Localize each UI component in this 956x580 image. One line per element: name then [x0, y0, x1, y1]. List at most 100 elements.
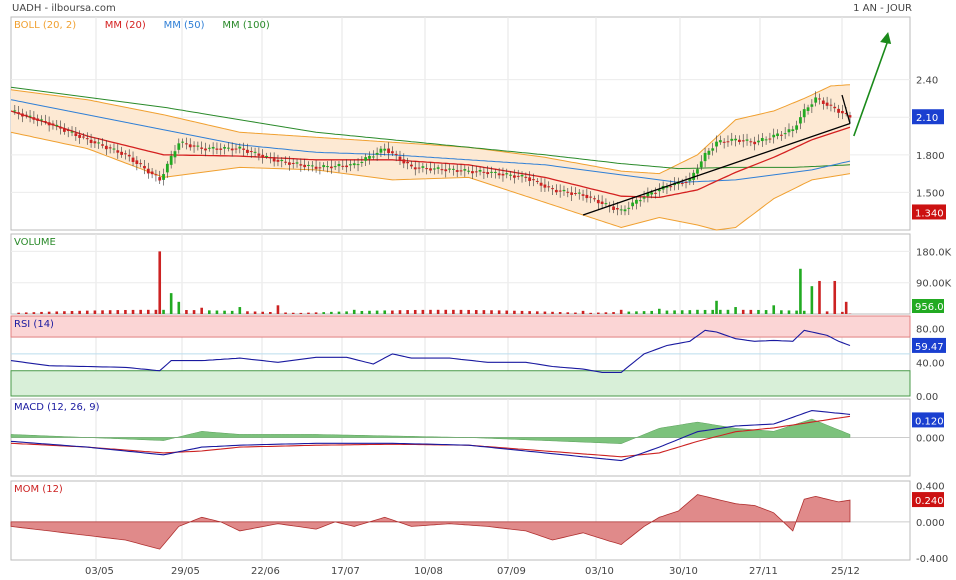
candle	[40, 119, 43, 121]
candle	[200, 147, 204, 149]
volume-bars	[17, 251, 852, 314]
candle	[284, 161, 287, 163]
volume-bar	[70, 311, 74, 314]
candle	[581, 194, 585, 196]
volume-bar	[490, 310, 493, 314]
candle	[383, 148, 387, 151]
volume-bar	[658, 308, 661, 314]
candle	[150, 171, 154, 175]
panel-frame-vol	[10, 233, 911, 315]
candle	[627, 207, 631, 209]
candle	[314, 166, 318, 169]
volume-bar	[276, 305, 280, 314]
candle	[295, 162, 299, 164]
candle	[718, 140, 722, 143]
candle	[493, 171, 497, 173]
candle	[783, 133, 787, 135]
candle	[185, 143, 188, 145]
candle	[776, 133, 779, 137]
candle	[711, 148, 715, 151]
candle	[604, 203, 608, 205]
volume-bar	[543, 311, 547, 314]
candle	[440, 169, 444, 171]
candle	[806, 107, 810, 111]
candle	[799, 117, 802, 124]
x-tick-27-11: 27/11	[749, 566, 778, 577]
volume-bar	[444, 309, 448, 314]
trendline-extension	[841, 94, 851, 124]
candle	[596, 199, 600, 204]
candle	[165, 163, 169, 173]
volume-bar	[558, 312, 562, 314]
candle	[768, 138, 772, 140]
legend-1: MM (20)	[105, 20, 146, 31]
candle	[135, 160, 139, 164]
candle	[322, 165, 326, 168]
candle	[490, 171, 493, 173]
candle	[169, 155, 173, 165]
volume-bar	[726, 309, 730, 314]
rsi-tick-0: 80.00	[916, 325, 945, 336]
candle	[650, 192, 654, 195]
candle	[116, 150, 120, 153]
candle	[669, 186, 673, 188]
volume-bar	[764, 310, 768, 314]
volume-bar	[131, 309, 135, 314]
rsi-last-label: 59.47	[915, 342, 944, 353]
volume-bar	[810, 286, 814, 314]
candle	[577, 192, 581, 194]
volume-bar	[551, 311, 554, 314]
candle	[51, 123, 55, 126]
candle	[696, 169, 699, 174]
candle	[188, 144, 192, 148]
candle	[326, 166, 329, 168]
candles	[13, 91, 852, 216]
candle	[13, 110, 17, 112]
candle	[551, 188, 554, 190]
candle	[753, 141, 757, 145]
candle	[299, 164, 303, 166]
candle	[280, 159, 284, 162]
candle	[840, 110, 844, 114]
candle	[112, 148, 116, 150]
volume-bar	[474, 310, 478, 314]
volume-bar	[337, 311, 341, 314]
x-tick-30-10: 30/10	[669, 566, 698, 577]
candle	[509, 174, 512, 176]
volume-bar	[192, 310, 196, 314]
x-tick-07-09: 07/09	[497, 566, 526, 577]
last-price-badge	[912, 109, 944, 125]
legend-2: MM (50)	[164, 20, 205, 31]
candle	[124, 153, 127, 155]
macd-last-badge	[912, 412, 944, 428]
candle	[246, 149, 249, 153]
candle	[177, 143, 181, 150]
candle	[55, 124, 59, 126]
volume-bar	[627, 311, 631, 314]
candle	[204, 148, 207, 151]
volume-bar	[581, 310, 585, 314]
x-tick-25-12: 25/12	[831, 566, 860, 577]
volume-bar	[162, 309, 165, 314]
candle	[249, 151, 253, 153]
bollinger-upper-line	[10, 84, 851, 175]
candle	[421, 166, 425, 168]
x-tick-29-05: 29/05	[171, 566, 200, 577]
candle	[59, 126, 62, 129]
volume-bar	[154, 309, 158, 314]
candle	[329, 166, 333, 169]
candle	[680, 183, 684, 185]
candle	[532, 179, 535, 181]
candle	[268, 157, 272, 159]
candle	[181, 141, 185, 143]
volume-bar	[299, 312, 303, 314]
candle	[341, 165, 345, 167]
volume-bar	[32, 312, 36, 314]
candle	[562, 189, 566, 192]
price-tick-2: 1.500	[916, 188, 945, 199]
macd-line	[10, 410, 851, 462]
candle	[455, 170, 459, 172]
low-price-badge	[912, 204, 946, 220]
mom-tick-0: 0.400	[916, 482, 945, 493]
